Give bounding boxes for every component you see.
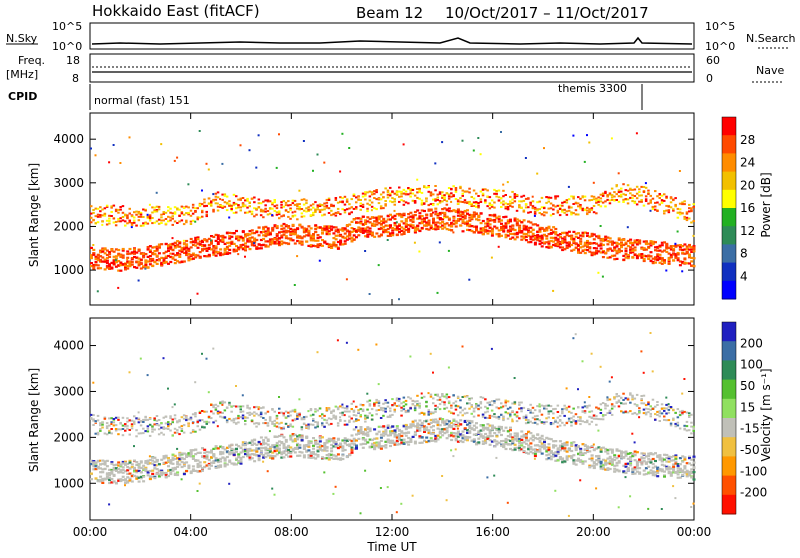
nsearch-label: N.Search [746, 32, 796, 45]
velocity-colorbar-cell [722, 476, 736, 496]
nave-label: Nave [756, 64, 784, 77]
nsky-panel [90, 23, 694, 49]
beam-label: Beam 12 [356, 4, 423, 22]
velocity-ytick-label: 2000 [53, 430, 84, 444]
date-range: 10/Oct/2017 – 11/Oct/2017 [445, 4, 649, 22]
power-colorbar-cell [722, 190, 736, 209]
nsky-right-tick-bottom: 10^0 [705, 40, 735, 53]
velocity-colorbar-tick: 50 [740, 379, 755, 393]
power-colorbar-cell [722, 135, 736, 154]
power-ytick-label: 3000 [53, 176, 84, 190]
velocity-ytick-label: 4000 [53, 339, 84, 353]
freq-panel [90, 54, 694, 82]
nsky-tick-bottom: 10^0 [52, 40, 82, 53]
nsky-label: N.Sky [6, 32, 38, 45]
power-colorbar-tick: 28 [740, 133, 755, 147]
velocity-colorbar-cell [722, 495, 736, 515]
power-ytick-label: 2000 [53, 219, 84, 233]
velocity-colorbar-cell [722, 437, 736, 457]
velocity-colorbar-cell [722, 380, 736, 400]
power-colorbar-cell [722, 172, 736, 191]
power-colorbar-label: Power [dB] [759, 172, 773, 237]
velocity-panel: 1000 2000 3000 4000 00:00 04:00 08:00 12:00 16:0… [53, 318, 767, 539]
cpid-label: CPID [8, 90, 37, 103]
power-colorbar-cell [722, 263, 736, 282]
xtick-label: 08:00 [274, 525, 309, 539]
power-colorbar-cell [722, 281, 736, 300]
xtick-label: 16:00 [475, 525, 510, 539]
freq-label: Freq. [18, 54, 45, 67]
xtick-label: 04:00 [173, 525, 208, 539]
power-colorbar-cell [722, 117, 736, 136]
nsky-trace [92, 38, 692, 44]
xtick-label: 00:00 [73, 525, 108, 539]
velocity-colorbar-cell [722, 322, 736, 342]
velocity-colorbar-tick: -50 [740, 443, 760, 457]
power-panel: 1000 2000 3000 4000 28 24 20 16 12 8 4 [53, 113, 755, 305]
power-colorbar-cell [722, 226, 736, 245]
power-colorbar-cell [722, 153, 736, 172]
power-colorbar-cell [722, 244, 736, 263]
cpid-mode-themis: themis 3300 [558, 82, 627, 95]
power-colorbar-tick: 12 [740, 224, 755, 238]
velocity-colorbar-tick: -100 [740, 464, 767, 478]
power-ytick-label: 1000 [53, 263, 84, 277]
nsky-right-tick-top: 10^5 [705, 20, 735, 33]
station-title: Hokkaido East (fitACF) [92, 2, 260, 20]
velocity-ytick-label: 3000 [53, 384, 84, 398]
power-colorbar-tick: 4 [740, 269, 748, 283]
power-colorbar-tick: 20 [740, 178, 755, 192]
velocity-colorbar-label: Velocity [m s⁻¹] [759, 368, 773, 461]
velocity-colorbar-cell [722, 399, 736, 419]
nave-tick-top: 60 [706, 54, 720, 67]
ylabel-power: Slant Range [km] [27, 163, 41, 267]
nsky-tick-top: 10^5 [52, 20, 82, 33]
xtick-label: 20:00 [576, 525, 611, 539]
velocity-colorbar-tick: -15 [740, 422, 760, 436]
cpid-mode-normal: normal (fast) 151 [94, 94, 190, 107]
velocity-colorbar-cell [722, 418, 736, 438]
xtick-label: 12:00 [375, 525, 410, 539]
velocity-echoes [90, 332, 696, 517]
power-colorbar-tick: 16 [740, 201, 755, 215]
freq-tick-bottom: 8 [72, 72, 79, 85]
velocity-colorbar-tick: -200 [740, 486, 767, 500]
freq-unit: [MHz] [6, 68, 38, 81]
power-colorbar-tick: 24 [740, 156, 755, 170]
freq-tick-top: 18 [66, 54, 80, 67]
velocity-colorbar-cell [722, 456, 736, 476]
velocity-colorbar-tick: 200 [740, 336, 763, 350]
velocity-ytick-label: 1000 [53, 476, 84, 490]
velocity-colorbar-cell [722, 360, 736, 380]
power-ytick-label: 4000 [53, 132, 84, 146]
ylabel-velocity: Slant Range [km] [27, 368, 41, 472]
xtick-label: 00:00 [677, 525, 712, 539]
nave-tick-bottom: 0 [706, 72, 713, 85]
xlabel-time: Time UT [366, 540, 417, 554]
velocity-colorbar-cell [722, 341, 736, 361]
power-colorbar-tick: 8 [740, 247, 748, 261]
power-echoes [90, 130, 696, 300]
power-colorbar-cell [722, 208, 736, 227]
velocity-colorbar-tick: 15 [740, 400, 755, 414]
